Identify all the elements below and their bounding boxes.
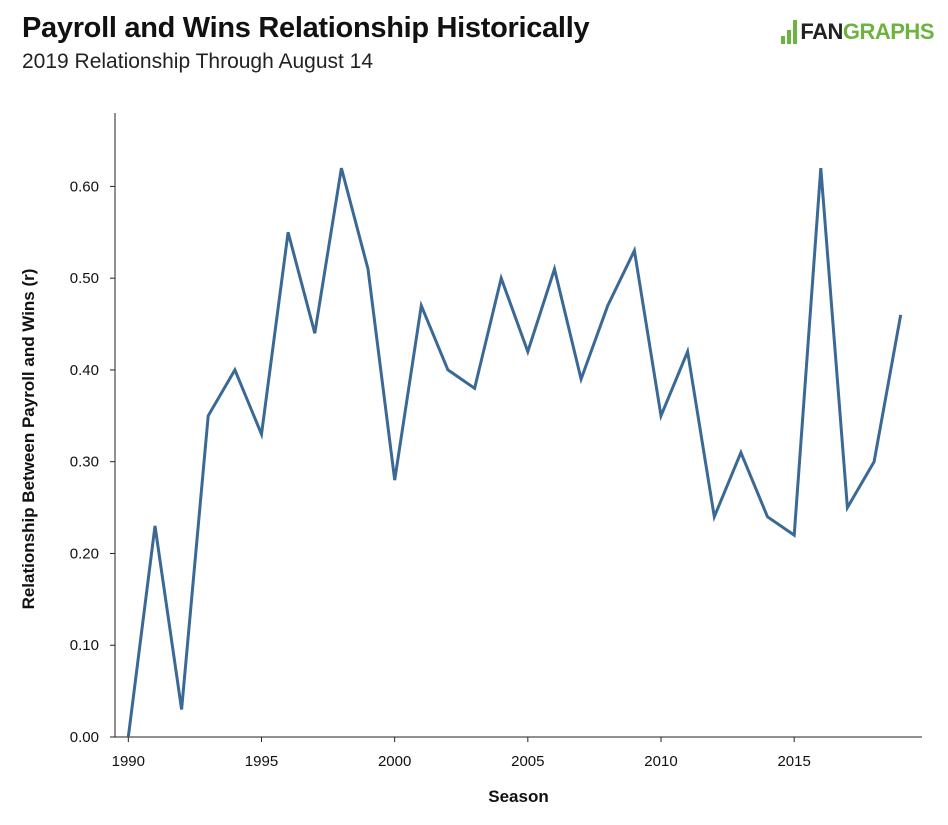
y-tick-label: 0.40: [70, 362, 99, 379]
x-tick-label: 2010: [644, 753, 677, 770]
y-tick-label: 0.10: [70, 637, 99, 654]
x-tick-label: 1995: [245, 753, 278, 770]
logo-bars-icon: [781, 20, 798, 44]
y-tick-label: 0.00: [70, 729, 99, 746]
x-axis-title: Season: [488, 787, 548, 806]
y-tick-label: 0.60: [70, 178, 99, 195]
y-axis: 0.00 0.10 0.20 0.30 0.40 0.50 0.60: [70, 113, 116, 746]
chart-subtitle: 2019 Relationship Through August 14: [22, 50, 374, 73]
x-tick-label: 1990: [112, 753, 145, 770]
logo-text-dark: FAN: [800, 19, 843, 44]
logo-text: FANGRAPHS: [800, 19, 934, 45]
plot-area: [126, 167, 903, 738]
series-line: [126, 167, 903, 738]
logo-text-green: GRAPHS: [842, 19, 935, 44]
y-tick-label: 0.20: [70, 545, 99, 562]
chart-title: Payroll and Wins Relationship Historical…: [22, 12, 590, 44]
y-tick-label: 0.30: [70, 454, 99, 471]
x-tick-label: 2015: [777, 753, 810, 770]
x-axis: 1990 1995 2000 2005 2010 2015: [112, 736, 922, 770]
x-tick-label: 2005: [511, 753, 544, 770]
y-axis-title: Relationship Between Payroll and Wins (r…: [19, 269, 38, 610]
x-tick-label: 2000: [378, 753, 411, 770]
fangraphs-logo: FANGRAPHS: [781, 18, 935, 46]
y-tick-label: 0.50: [70, 270, 99, 287]
